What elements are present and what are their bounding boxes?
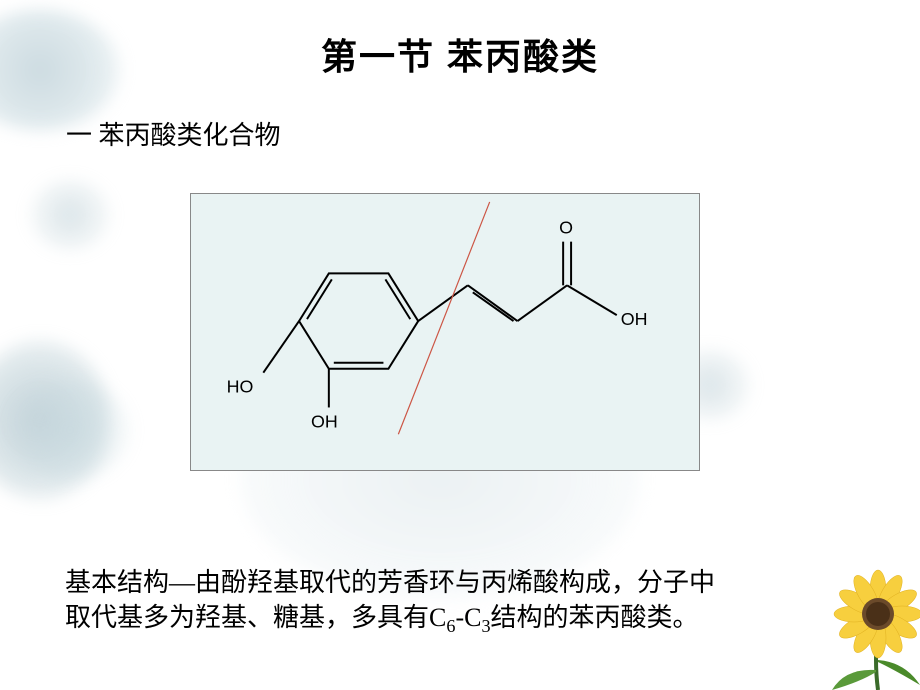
sub-3: 3 [481, 616, 490, 636]
benzene-ring [299, 273, 418, 368]
slide-subtitle: 一 苯丙酸类化合物 [66, 115, 281, 152]
label-HO-1: HO [227, 377, 254, 397]
annotation-diagonal-line [398, 202, 489, 434]
chemical-structure-svg: HO OH O OH [191, 194, 699, 470]
bg-watercolor-4 [10, 380, 130, 480]
body-line-1: 基本结构—由酚羟基取代的芳香环与丙烯酸构成，分子中 [65, 568, 715, 597]
label-O-carbonyl: O [559, 218, 573, 238]
bg-watercolor-2 [30, 180, 110, 250]
slide-body-text: 基本结构—由酚羟基取代的芳香环与丙烯酸构成，分子中 取代基多为羟基、糖基，多具有… [65, 565, 865, 639]
body-line-2c: 结构的苯丙酸类。 [491, 603, 699, 632]
body-line-2b: -C [455, 603, 481, 632]
label-OH-acid: OH [621, 309, 648, 329]
body-line-2a: 取代基多为羟基、糖基，多具有C [65, 603, 446, 632]
sunflower-decoration [760, 550, 920, 690]
chemical-structure-box: HO OH O OH [190, 193, 700, 471]
slide-title: 第一节 苯丙酸类 [0, 28, 920, 80]
ho-substituents [263, 321, 329, 407]
label-OH-bottom: OH [311, 411, 338, 431]
